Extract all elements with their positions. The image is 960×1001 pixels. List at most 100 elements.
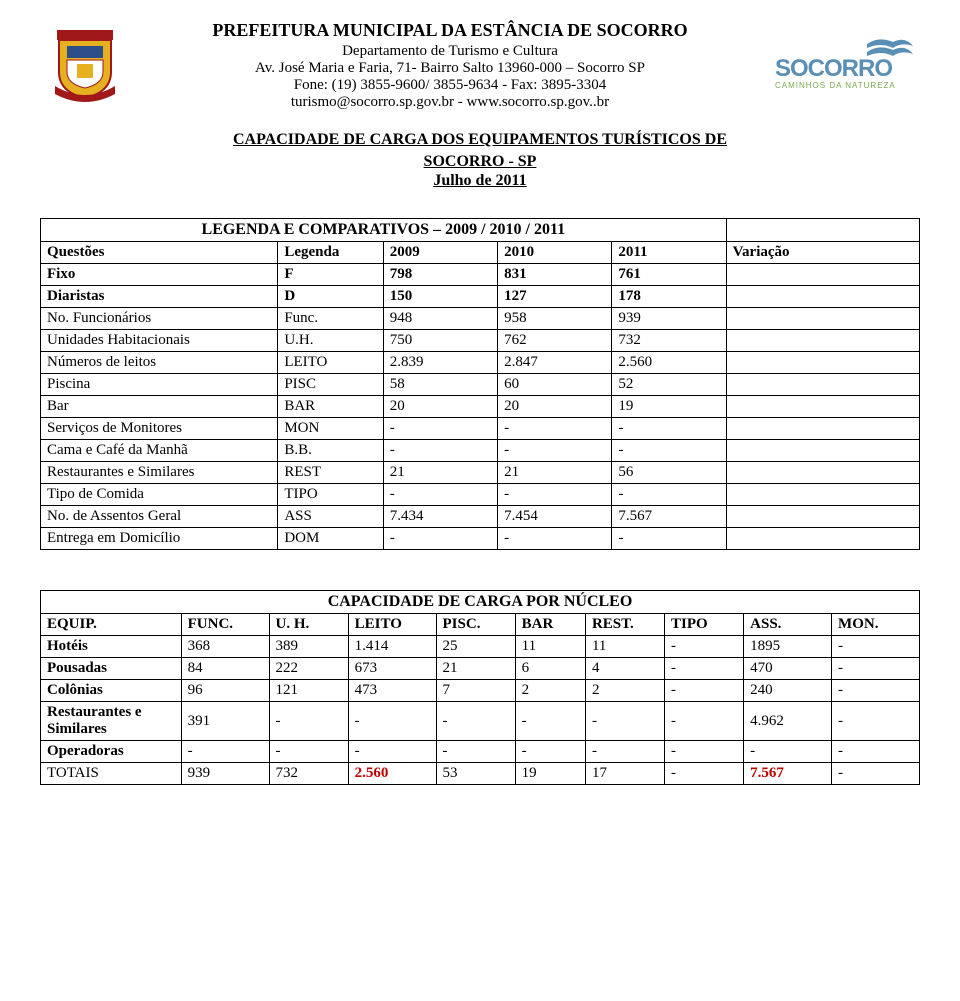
legend-cell: 762: [498, 330, 612, 352]
nucleo-cell: 1895: [744, 636, 832, 658]
nucleo-row: Colônias96121473722-240-: [41, 680, 920, 702]
prefeitura-name: PREFEITURA MUNICIPAL DA ESTÂNCIA DE SOCO…: [130, 20, 770, 41]
legend-cell: Unidades Habitacionais: [41, 330, 278, 352]
nucleo-cell: -: [832, 741, 920, 763]
nucleo-cell: -: [665, 741, 744, 763]
legend-cell: 20: [498, 396, 612, 418]
legend-row: Cama e Café da ManhãB.B.---: [41, 440, 920, 462]
tot-leito: 2.560: [348, 763, 436, 785]
nucleo-cell: 389: [269, 636, 348, 658]
nucleo-cell: -: [832, 680, 920, 702]
legend-cell: F: [278, 264, 383, 286]
nucleo-cell: -: [269, 741, 348, 763]
col-legenda: Legenda: [278, 242, 383, 264]
nucleo-cell: -: [585, 741, 664, 763]
legend-cell: ASS: [278, 506, 383, 528]
legend-cell: LEITO: [278, 352, 383, 374]
legend-row: FixoF798831761: [41, 264, 920, 286]
legend-cell: [726, 352, 919, 374]
legend-cell: Serviços de Monitores: [41, 418, 278, 440]
nucleo-cell: -: [665, 636, 744, 658]
legend-cell: TIPO: [278, 484, 383, 506]
legend-cell: [726, 330, 919, 352]
nucleo-cell: Operadoras: [41, 741, 182, 763]
legend-cell: [726, 528, 919, 550]
legend-cell: -: [498, 418, 612, 440]
nucleo-cell: 2: [585, 680, 664, 702]
legend-row: Números de leitosLEITO2.8392.8472.560: [41, 352, 920, 374]
tot-label: TOTAIS: [41, 763, 182, 785]
col-2009: 2009: [383, 242, 497, 264]
legend-cell: [726, 418, 919, 440]
nucleo-cell: -: [181, 741, 269, 763]
legend-cell: 939: [612, 308, 726, 330]
legend-cell: B.B.: [278, 440, 383, 462]
svg-text:SOCORRO: SOCORRO: [775, 55, 892, 82]
legend-cell: 7.454: [498, 506, 612, 528]
legend-cell: REST: [278, 462, 383, 484]
nucleo-cell: -: [832, 658, 920, 680]
nucleo-cell: 11: [585, 636, 664, 658]
legend-cell: -: [383, 528, 497, 550]
nucleo-header-cell: CAPACIDADE DE CARGA POR NÚCLEO: [41, 591, 920, 614]
legend-row: Serviços de MonitoresMON---: [41, 418, 920, 440]
nucleo-row: Operadoras---------: [41, 741, 920, 763]
legend-cell: PISC: [278, 374, 383, 396]
legend-row: No. de Assentos GeralASS7.4347.4547.567: [41, 506, 920, 528]
document-title: CAPACIDADE DE CARGA DOS EQUIPAMENTOS TUR…: [40, 129, 920, 190]
legend-cell: 21: [498, 462, 612, 484]
ncol-equip: EQUIP.: [41, 614, 182, 636]
legend-cell: 7.434: [383, 506, 497, 528]
endereco: Av. José Maria e Faria, 71- Bairro Salto…: [130, 60, 770, 77]
nucleo-cell: 368: [181, 636, 269, 658]
legend-cell: Func.: [278, 308, 383, 330]
legend-cell: [726, 462, 919, 484]
tot-tipo: -: [665, 763, 744, 785]
nucleo-cell: Restaurantes e Similares: [41, 702, 182, 741]
legend-cell: [726, 374, 919, 396]
legend-cell: Cama e Café da Manhã: [41, 440, 278, 462]
nucleo-cell: -: [665, 658, 744, 680]
legend-cell: -: [383, 418, 497, 440]
legend-cell: Restaurantes e Similares: [41, 462, 278, 484]
legend-cell: 958: [498, 308, 612, 330]
legend-cell: [726, 440, 919, 462]
nucleo-cell: 121: [269, 680, 348, 702]
legend-cell: -: [383, 484, 497, 506]
legend-cell: 19: [612, 396, 726, 418]
legend-cell: Números de leitos: [41, 352, 278, 374]
legend-cell: 831: [498, 264, 612, 286]
nucleo-cell: 84: [181, 658, 269, 680]
nucleo-cell: 21: [436, 658, 515, 680]
legend-header-cell: LEGENDA E COMPARATIVOS – 2009 / 2010 / 2…: [41, 219, 727, 242]
legend-cell: -: [498, 528, 612, 550]
ncol-mon: MON.: [832, 614, 920, 636]
title-line3: Julho de 2011: [40, 172, 920, 190]
nucleo-cell: -: [832, 636, 920, 658]
title-line1: CAPACIDADE DE CARGA DOS EQUIPAMENTOS TUR…: [40, 129, 920, 151]
coat-of-arms-icon: [51, 26, 119, 104]
legend-table: LEGENDA E COMPARATIVOS – 2009 / 2010 / 2…: [40, 218, 920, 550]
nucleo-cell: -: [436, 741, 515, 763]
legend-header-empty: [726, 219, 919, 242]
col-2010: 2010: [498, 242, 612, 264]
legend-cell: Piscina: [41, 374, 278, 396]
ncol-rest: REST.: [585, 614, 664, 636]
nucleo-cell: 222: [269, 658, 348, 680]
legend-cell: D: [278, 286, 383, 308]
departamento: Departamento de Turismo e Cultura: [130, 43, 770, 60]
legend-cell: 750: [383, 330, 497, 352]
legend-cell: [726, 484, 919, 506]
email-site: turismo@socorro.sp.gov.br - www.socorro.…: [130, 94, 770, 111]
legend-cell: [726, 264, 919, 286]
nucleo-cell: 4: [585, 658, 664, 680]
nucleo-totals-row: TOTAIS 939 732 2.560 53 19 17 - 7.567 -: [41, 763, 920, 785]
legend-cell: [726, 286, 919, 308]
ncol-pisc: PISC.: [436, 614, 515, 636]
nucleo-row: Hotéis3683891.414251111-1895-: [41, 636, 920, 658]
legend-cell: 732: [612, 330, 726, 352]
legend-cell: MON: [278, 418, 383, 440]
socorro-logo: SOCORRO CAMINHOS DA NATUREZA: [770, 20, 920, 96]
ncol-func: FUNC.: [181, 614, 269, 636]
legend-header-row: LEGENDA E COMPARATIVOS – 2009 / 2010 / 2…: [41, 219, 920, 242]
